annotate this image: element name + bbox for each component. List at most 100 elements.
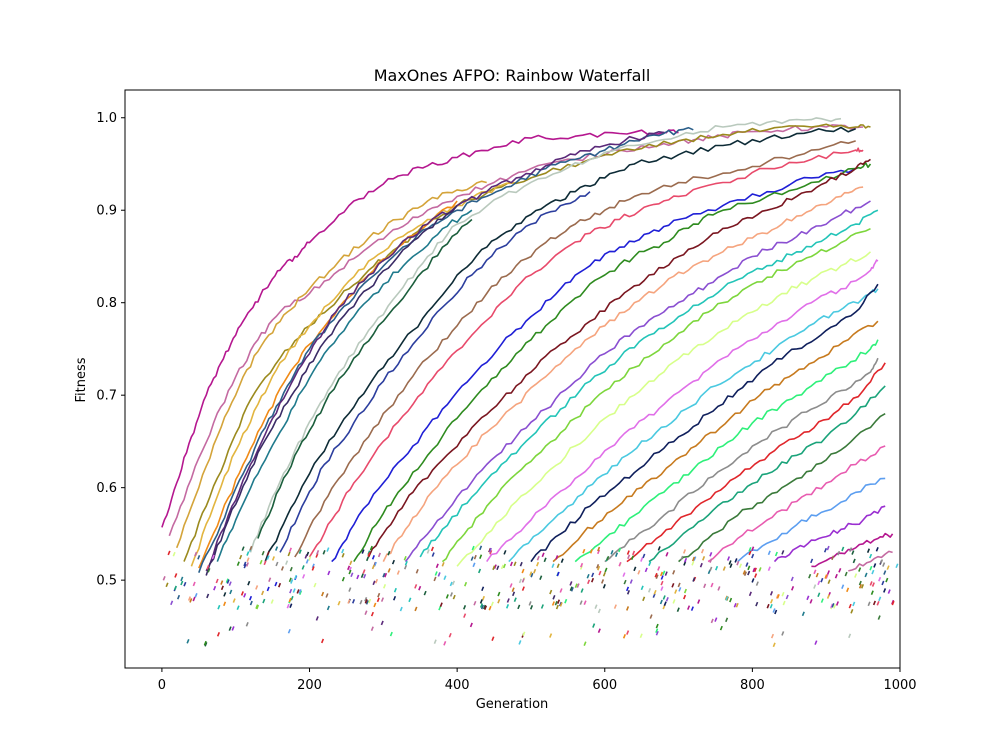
scatter-dash [296, 589, 300, 594]
scatter-dash [206, 565, 210, 570]
scatter-dash [580, 588, 584, 593]
scatter-dash [758, 567, 762, 572]
scatter-dash [872, 600, 877, 606]
series-line [648, 385, 886, 563]
scatter-dash [660, 586, 664, 591]
scatter-dash [878, 576, 882, 582]
scatter-dash [644, 567, 648, 573]
scatter-dash [249, 600, 253, 606]
scatter-dash [597, 565, 601, 571]
scatter-dash [320, 638, 325, 644]
scatter-dash [647, 588, 652, 593]
scatter-dash [211, 554, 215, 560]
scatter-dash [192, 581, 196, 587]
scatter-dash [551, 601, 555, 606]
scatter-dash [289, 588, 293, 594]
scatter-dash [848, 633, 852, 639]
scatter-dash [580, 562, 584, 568]
scatter-dash [540, 604, 544, 609]
scatter-dash [239, 554, 243, 560]
scatter-dash [263, 560, 267, 566]
scatter-dash [594, 604, 598, 610]
scatter-dash [290, 595, 294, 601]
scatter-dash [517, 604, 521, 610]
scatter-dash [266, 551, 270, 556]
scatter-dash [825, 574, 829, 579]
scatter-dash [554, 600, 558, 606]
scatter-dash [480, 604, 485, 610]
scatter-dash [275, 546, 279, 551]
scatter-dash [569, 581, 573, 586]
scatter-dash [748, 550, 752, 556]
scatter-dash [261, 550, 265, 556]
scatter-dash [528, 601, 532, 606]
scatter-dash [478, 568, 482, 574]
x-tick-label: 200 [297, 678, 322, 693]
scatter-dash [806, 595, 810, 601]
scatter-dash [622, 572, 626, 577]
series-line [264, 126, 857, 562]
scatter-dash [726, 556, 731, 561]
scatter-dash [435, 563, 439, 569]
scatter-dash [831, 603, 835, 608]
scatter-dash [541, 552, 545, 558]
scatter-dash [503, 550, 507, 555]
scatter-dash [883, 570, 887, 575]
series-line [486, 259, 879, 563]
y-tick-label: 1.0 [96, 111, 117, 126]
scatter-dash [633, 566, 637, 572]
scatter-dash [518, 640, 522, 645]
scatter-dash [662, 570, 666, 576]
scatter-dash [682, 549, 687, 554]
scatter-dash [326, 547, 330, 552]
scatter-dash [710, 582, 714, 588]
scatter-dash [290, 579, 294, 584]
scatter-dash [671, 583, 675, 588]
scatter-dash [287, 551, 291, 557]
scatter-dash [735, 602, 739, 608]
scatter-dash [341, 553, 345, 558]
scatter-dash [583, 641, 587, 646]
scatter-dash [665, 596, 669, 602]
scatter-dash [766, 603, 770, 609]
scatter-dash [606, 555, 610, 561]
scatter-dash [359, 599, 363, 605]
scatter-dash [747, 570, 751, 576]
scatter-dash [341, 548, 345, 554]
scatter-dash [814, 640, 818, 645]
scatter-dash [418, 585, 422, 591]
scatter-dash [236, 605, 240, 611]
scatter-dash [364, 610, 368, 615]
scatter-dash [785, 594, 789, 600]
scatter-dash [810, 558, 814, 564]
y-tick-label: 0.8 [96, 296, 117, 311]
scatter-dash [203, 640, 207, 646]
plot-scatter [162, 545, 899, 648]
scatter-dash [512, 591, 516, 597]
scatter-dash [509, 561, 513, 567]
scatter-dash [618, 561, 622, 567]
plot-frame [124, 89, 901, 669]
series-line [404, 200, 871, 563]
scatter-dash [625, 586, 630, 592]
scatter-dash [672, 570, 676, 575]
scatter-dash [434, 571, 438, 576]
scatter-dash [878, 596, 882, 602]
scatter-dash [186, 639, 190, 644]
y-axis-label: Fitness [74, 357, 89, 402]
scatter-dash [559, 602, 563, 607]
scatter-dash [655, 574, 659, 579]
y-tick-label: 0.7 [96, 389, 117, 404]
scatter-dash [255, 585, 259, 590]
scatter-dash [387, 568, 391, 573]
scatter-dash [660, 575, 664, 580]
scatter-dash [426, 549, 430, 554]
scatter-dash [249, 545, 253, 551]
scatter-dash [678, 587, 682, 592]
scatter-dash [497, 591, 501, 597]
scatter-dash [389, 631, 393, 637]
scatter-dash [824, 574, 828, 579]
scatter-dash [399, 606, 403, 612]
y-tick-label: 0.5 [96, 574, 117, 589]
scatter-dash [220, 585, 224, 591]
